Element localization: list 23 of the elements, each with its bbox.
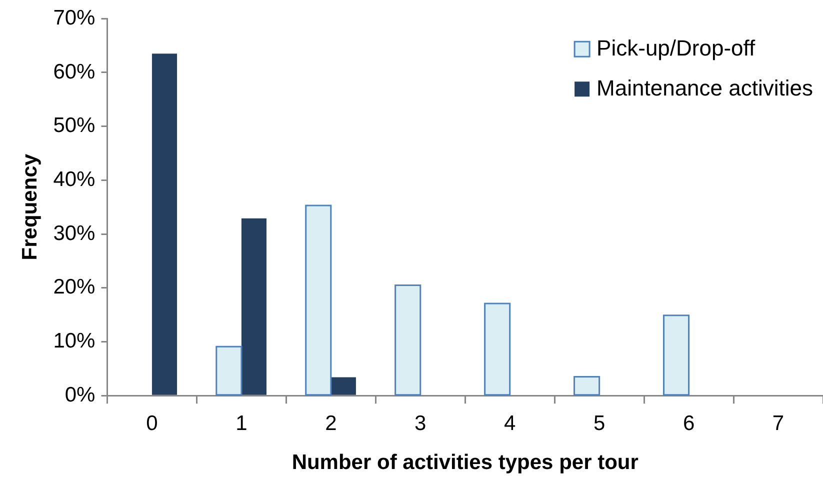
- y-tick-label: 20%: [53, 276, 96, 299]
- bar: [330, 377, 356, 395]
- y-tick-label: 30%: [53, 222, 96, 245]
- x-tick-label: 4: [504, 412, 516, 435]
- bar: [241, 218, 266, 395]
- y-tick-label: 0%: [64, 383, 96, 406]
- y-tick-label: 40%: [53, 168, 96, 191]
- x-tick-label: 3: [414, 412, 426, 435]
- y-tick-label: 50%: [53, 114, 96, 138]
- legend-label: Pick-up/Drop-off: [596, 36, 756, 61]
- bar: [152, 54, 178, 395]
- y-tick-label: 60%: [53, 60, 96, 84]
- x-tick-label: 0: [146, 412, 158, 435]
- x-tick-label: 7: [772, 412, 784, 435]
- y-tick-label: 70%: [53, 6, 96, 30]
- legend-label: Maintenance activities: [596, 76, 814, 101]
- x-tick-label: 1: [236, 412, 248, 435]
- x-tick-label: 2: [325, 412, 337, 435]
- x-tick-label: 5: [593, 412, 606, 435]
- x-axis-title: Number of activities types per tour: [292, 451, 638, 474]
- y-axis-title: Frequency: [18, 154, 42, 260]
- y-tick-label: 10%: [53, 330, 96, 353]
- x-tick-label: 6: [682, 412, 695, 435]
